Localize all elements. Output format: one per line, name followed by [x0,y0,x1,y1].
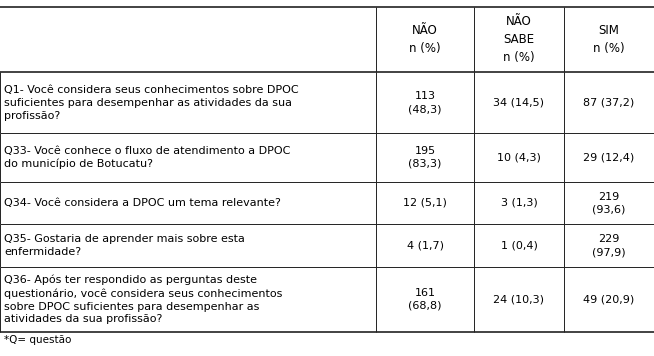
Text: 195
(83,3): 195 (83,3) [408,146,442,169]
Text: 10 (4,3): 10 (4,3) [497,152,541,162]
Text: 219
(93,6): 219 (93,6) [592,192,626,214]
Text: Q34- Você considera a DPOC um tema relevante?: Q34- Você considera a DPOC um tema relev… [4,198,281,208]
Text: *Q= questão: *Q= questão [4,335,71,345]
Bar [0,72,654,134]
Text: 3 (1,3): 3 (1,3) [500,198,538,208]
Text: 49 (20,9): 49 (20,9) [583,294,634,304]
Bar [0,224,654,267]
Text: 12 (5,1): 12 (5,1) [403,198,447,208]
Text: Q36- Após ter respondido as perguntas deste
questionário, você considera seus co: Q36- Após ter respondido as perguntas de… [4,275,283,324]
Bar [0,182,654,224]
Text: 229
(97,9): 229 (97,9) [592,234,626,257]
Text: 87 (37,2): 87 (37,2) [583,98,634,108]
Text: NÃO
SABE
n (%): NÃO SABE n (%) [503,15,535,64]
Bar [0,267,654,332]
Text: NÃO
n (%): NÃO n (%) [409,24,441,55]
Text: 24 (10,3): 24 (10,3) [494,294,544,304]
Text: 34 (14,5): 34 (14,5) [494,98,544,108]
Text: Q1- Você considera seus conhecimentos sobre DPOC
suficientes para desempenhar as: Q1- Você considera seus conhecimentos so… [4,85,298,121]
Text: Q33- Você conhece o fluxo de atendimento a DPOC
do município de Botucatu?: Q33- Você conhece o fluxo de atendimento… [4,146,290,169]
Text: 4 (1,7): 4 (1,7) [407,241,443,251]
Text: SIM
n (%): SIM n (%) [593,24,625,55]
Bar [0,134,654,182]
Text: 29 (12,4): 29 (12,4) [583,152,634,162]
Text: 161
(68,8): 161 (68,8) [408,288,442,311]
Text: Q35- Gostaria de aprender mais sobre esta
enfermidade?: Q35- Gostaria de aprender mais sobre est… [4,234,245,257]
Text: 113
(48,3): 113 (48,3) [408,91,442,114]
Text: 1 (0,4): 1 (0,4) [500,241,538,251]
